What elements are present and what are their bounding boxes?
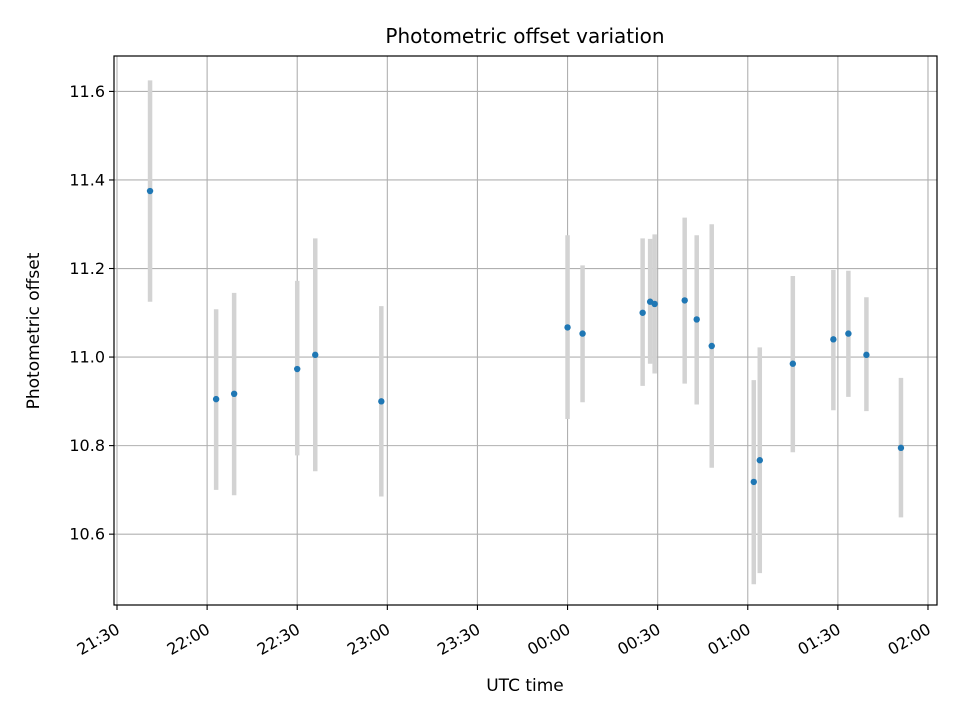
- x-tick-label: 22:00: [164, 619, 213, 659]
- data-point: [312, 351, 319, 359]
- data-point: [693, 316, 700, 323]
- y-axis-label: Photometric offset: [24, 252, 44, 409]
- y-tick-label: 11.4: [69, 170, 105, 189]
- x-tick-label: 00:00: [524, 619, 573, 659]
- data-point: [378, 398, 385, 405]
- y-axis-ticks: 10.6 10.8 11.0 11.2 11.4 11.6: [69, 82, 114, 544]
- data-point: [830, 336, 837, 343]
- x-tick-label: 02:00: [885, 619, 934, 659]
- x-tick-label: 23:00: [344, 619, 393, 659]
- data-point: [146, 187, 154, 195]
- data-point: [845, 330, 852, 337]
- data-point: [564, 324, 571, 331]
- error-bars: [147, 80, 904, 585]
- y-tick-label: 11.0: [69, 348, 105, 367]
- data-points: [146, 187, 905, 486]
- x-tick-label: 01:00: [704, 619, 753, 659]
- chart-title: Photometric offset variation: [385, 24, 664, 48]
- x-tick-label: 01:30: [794, 619, 843, 659]
- y-tick-label: 10.8: [69, 436, 105, 455]
- x-tick-label: 22:30: [254, 619, 303, 659]
- grid: [114, 56, 937, 605]
- data-point: [681, 297, 688, 304]
- data-point: [639, 309, 646, 316]
- data-point: [708, 342, 715, 350]
- y-tick-label: 11.6: [69, 82, 105, 101]
- x-tick-label: 23:30: [434, 619, 483, 659]
- data-point: [789, 360, 797, 367]
- data-point: [230, 390, 238, 398]
- x-axis-label: UTC time: [486, 676, 564, 696]
- data-point: [212, 395, 220, 403]
- data-point: [294, 365, 301, 373]
- data-point: [750, 478, 757, 486]
- x-tick-label: 00:30: [614, 619, 663, 659]
- y-tick-label: 11.2: [69, 259, 105, 278]
- data-point: [756, 457, 763, 464]
- y-tick-label: 10.6: [69, 525, 105, 544]
- x-tick-label: 21:30: [74, 619, 123, 659]
- data-point: [651, 300, 658, 308]
- data-point: [579, 330, 586, 337]
- data-point: [863, 351, 870, 359]
- plot-area-frame: [113, 55, 938, 606]
- x-axis-ticks: 21:30 22:00 22:30 23:00 23:30 00:00 00:30 01:00…: [74, 605, 934, 659]
- data-point: [897, 444, 905, 452]
